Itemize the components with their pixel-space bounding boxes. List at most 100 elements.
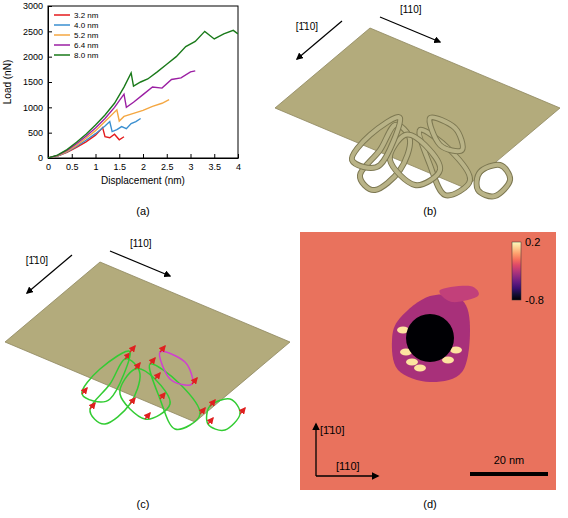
x-axis-title: Displacement (nm): [101, 175, 185, 186]
direction-arrow: [316, 475, 378, 476]
map-hotspot: [414, 365, 426, 372]
x-tick-mark: [214, 154, 215, 158]
dislocation-line: [159, 351, 192, 385]
series-line: [48, 71, 195, 158]
burgers-vector: [200, 408, 205, 414]
plot-area: [48, 30, 238, 158]
burgers-vector: [210, 400, 215, 406]
y-tick: 2000: [23, 52, 52, 62]
scale-bar: [470, 472, 548, 476]
y-tick-mark: [48, 82, 52, 83]
direction-arrow: [110, 251, 170, 276]
x-tick: 3.5: [208, 154, 221, 172]
map-region: [439, 286, 479, 302]
burgers-vector: [130, 346, 135, 352]
y-tick: 500: [28, 128, 52, 138]
map-region: [392, 294, 470, 382]
direction-label: [110]: [130, 238, 152, 249]
x-tick: 0.5: [66, 154, 79, 172]
x-tick-label: 0.5: [66, 162, 79, 172]
slip-plane: [5, 262, 290, 422]
panel-label: (b): [423, 205, 436, 217]
x-tick-label: 2: [141, 162, 146, 172]
burgers-vector: [145, 413, 150, 419]
legend-label: 8.0 nm: [74, 51, 99, 60]
x-tick-mark: [238, 154, 239, 158]
panel-label: (c): [137, 498, 150, 510]
dislocation-atoms: [390, 134, 440, 185]
map-hotspot: [406, 359, 418, 366]
slip-plane: [275, 28, 560, 188]
y-axis-title: Load (nN): [2, 60, 13, 104]
dislocation-atoms: [429, 117, 462, 151]
burgers-vector: [208, 418, 213, 424]
x-tick-mark: [143, 154, 144, 158]
legend-swatch: [54, 24, 70, 26]
y-tick-mark: [48, 158, 52, 159]
dislocation-line: [207, 399, 241, 431]
plot-frame: [48, 6, 238, 158]
x-tick-mark: [96, 154, 97, 158]
dislocation-line: [82, 351, 130, 402]
map-background: [300, 232, 556, 490]
y-axis: 0 500 1000 1500 2000 2500 3000: [23, 1, 52, 163]
y-tick-label: 0: [38, 153, 43, 163]
series-line: [48, 100, 169, 158]
direction-label: [1̄10]: [26, 255, 48, 266]
y-tick-label: 1000: [23, 103, 43, 113]
legend-label: 6.4 nm: [74, 41, 99, 50]
direction-label: [110]: [336, 460, 360, 472]
y-tick: 2500: [23, 27, 52, 37]
x-tick-mark: [191, 154, 192, 158]
legend-swatch: [54, 14, 70, 16]
burgers-vector: [135, 363, 140, 369]
direction-label: [1̄10]: [296, 21, 318, 32]
x-tick-label: 2.5: [161, 162, 174, 172]
figure: 0 0.5 1 1.5 2 2.5 3 3.5 4 0 500 1000 1500 2000 2500 300…: [0, 0, 568, 518]
x-tick: 4: [236, 154, 241, 172]
y-tick-label: 3000: [23, 1, 43, 11]
x-tick: 2.5: [161, 154, 174, 172]
y-tick: 3000: [23, 1, 52, 11]
x-axis-line: [49, 158, 239, 159]
burgers-vector: [240, 408, 245, 414]
legend-label: 3.2 nm: [74, 11, 99, 20]
colorbar-tick-label: 0.2: [525, 236, 540, 248]
dislocation-line: [120, 368, 170, 419]
burgers-vector: [160, 346, 165, 352]
legend-swatch: [54, 54, 70, 56]
x-tick-mark: [72, 154, 73, 158]
legend-swatch: [54, 34, 70, 36]
panel-b: [1̄10][110]: [275, 4, 560, 196]
x-tick: 1: [93, 154, 98, 172]
panel-label: (d): [423, 498, 436, 510]
figure-svg: 0 0.5 1 1.5 2 2.5 3 3.5 4 0 500 1000 1500 2000 2500 300…: [0, 0, 568, 518]
panel-d: 0.2-0.8[1̄10][110]20 nm: [300, 232, 556, 490]
x-tick-label: 1.5: [113, 162, 126, 172]
legend: 3.2 nm4.0 nm5.2 nm6.4 nm8.0 nm: [54, 11, 99, 60]
y-tick-label: 1500: [23, 77, 43, 87]
y-tick: 1000: [23, 103, 52, 113]
x-tick-mark: [167, 154, 168, 158]
dislocation-atoms: [477, 165, 511, 197]
y-tick-mark: [48, 107, 52, 108]
series-line: [48, 30, 238, 158]
dislocation-line: [149, 364, 200, 430]
y-tick: 1500: [23, 77, 52, 87]
burgers-vector: [150, 358, 155, 364]
indent-region: [406, 314, 454, 362]
x-tick-label: 3.5: [208, 162, 221, 172]
burgers-vector: [82, 388, 87, 394]
legend-swatch: [54, 44, 70, 46]
x-tick-label: 4: [236, 162, 241, 172]
burgers-vector: [155, 373, 160, 379]
legend-label: 4.0 nm: [74, 21, 99, 30]
dislocation-atoms: [390, 134, 440, 185]
panel-label: (a): [136, 205, 149, 217]
panel-c: [1̄10] [110]: [5, 238, 290, 430]
colorbar-tick-label: -0.8: [525, 294, 544, 306]
x-tick: 3: [188, 154, 193, 172]
dislocation-atoms: [477, 165, 511, 197]
scale-bar-label: 20 nm: [494, 454, 525, 466]
x-tick-label: 0: [46, 162, 51, 172]
